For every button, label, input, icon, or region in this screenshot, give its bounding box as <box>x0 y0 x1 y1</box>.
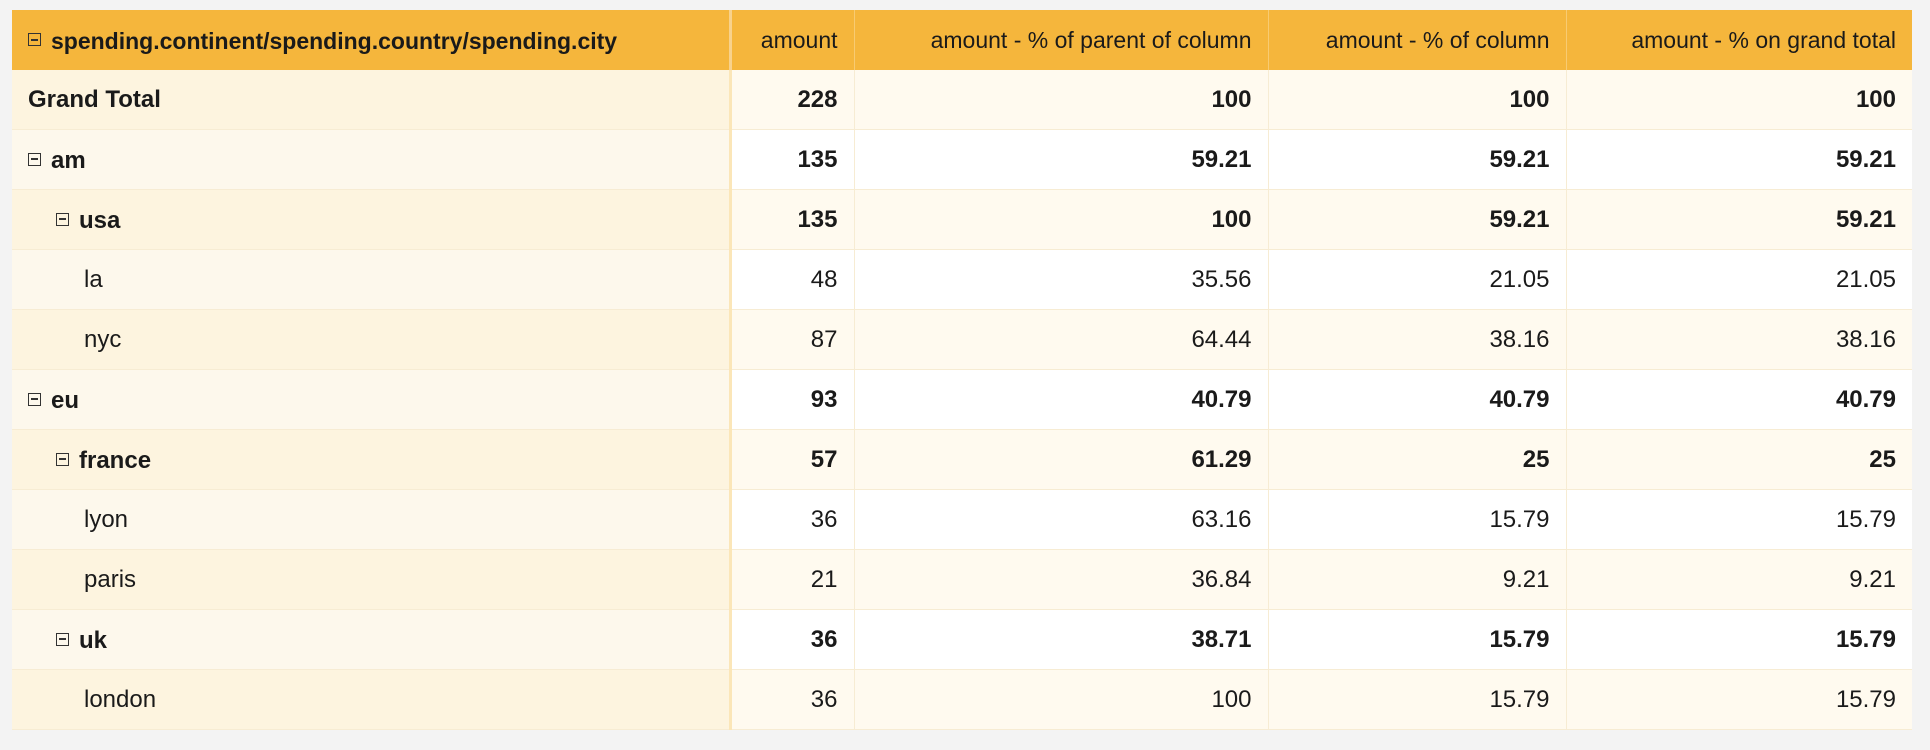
cell-pct-parent: 36.84 <box>854 549 1269 610</box>
column-header-pct-parent[interactable]: amount - % of parent of column <box>854 10 1269 70</box>
row-header-cell[interactable]: uk <box>12 609 732 670</box>
cell-pct-parent: 100 <box>854 70 1269 130</box>
table-row: nyc 87 64.44 38.16 38.16 <box>12 309 1912 370</box>
cell-pct-column: 15.79 <box>1268 609 1567 670</box>
rows-header[interactable]: spending.continent/spending.country/spen… <box>12 10 732 70</box>
cell-amount: 87 <box>730 309 855 370</box>
cell-pct-grand-total: 15.79 <box>1566 489 1912 550</box>
cell-pct-column: 38.16 <box>1268 309 1567 370</box>
row-header-cell: paris <box>12 549 732 610</box>
table-row: france 57 61.29 25 25 <box>12 429 1912 490</box>
cell-amount: 21 <box>730 549 855 610</box>
cell-pct-grand-total: 59.21 <box>1566 129 1912 190</box>
cell-pct-parent: 100 <box>854 669 1269 730</box>
row-header-cell: la <box>12 249 732 310</box>
cell-pct-grand-total: 100 <box>1566 70 1912 130</box>
table-row: paris 21 36.84 9.21 9.21 <box>12 549 1912 610</box>
table-row: la 48 35.56 21.05 21.05 <box>12 249 1912 310</box>
cell-pct-column: 59.21 <box>1268 189 1567 250</box>
pivot-body: Grand Total 228 100 100 100 am 135 59.21 59.21 59… <box>12 70 1912 730</box>
row-header-cell[interactable]: eu <box>12 369 732 430</box>
cell-pct-grand-total: 21.05 <box>1566 249 1912 310</box>
cell-pct-grand-total: 59.21 <box>1566 189 1912 250</box>
row-header-cell: lyon <box>12 489 732 550</box>
collapse-icon[interactable] <box>56 212 69 226</box>
collapse-icon[interactable] <box>56 632 69 646</box>
row-header-cell[interactable]: am <box>12 129 732 190</box>
cell-amount: 135 <box>730 189 855 250</box>
cell-pct-parent: 63.16 <box>854 489 1269 550</box>
pivot-table-container: spending.continent/spending.country/spen… <box>12 10 1912 730</box>
cell-pct-parent: 38.71 <box>854 609 1269 670</box>
table-row: usa 135 100 59.21 59.21 <box>12 189 1912 250</box>
row-header-cell[interactable]: usa <box>12 189 732 250</box>
cell-pct-grand-total: 40.79 <box>1566 369 1912 430</box>
collapse-all-icon[interactable] <box>28 33 41 47</box>
table-row: london 36 100 15.79 15.79 <box>12 669 1912 730</box>
cell-pct-column: 59.21 <box>1268 129 1567 190</box>
cell-amount: 228 <box>730 70 855 130</box>
table-row: eu 93 40.79 40.79 40.79 <box>12 369 1912 430</box>
column-header-amount[interactable]: amount <box>730 10 855 70</box>
row-label: la <box>84 265 103 293</box>
row-label: france <box>79 446 152 474</box>
cell-pct-grand-total: 38.16 <box>1566 309 1912 370</box>
cell-pct-grand-total: 15.79 <box>1566 609 1912 670</box>
table-row: uk 36 38.71 15.79 15.79 <box>12 609 1912 670</box>
cell-amount: 57 <box>730 429 855 490</box>
cell-amount: 93 <box>730 369 855 430</box>
cell-amount: 36 <box>730 489 855 550</box>
row-label: eu <box>51 386 80 414</box>
cell-pct-parent: 59.21 <box>854 129 1269 190</box>
row-header-cell: london <box>12 669 732 730</box>
row-label: am <box>51 146 86 174</box>
cell-pct-column: 40.79 <box>1268 369 1567 430</box>
cell-pct-column: 15.79 <box>1268 489 1567 550</box>
collapse-icon[interactable] <box>56 452 69 466</box>
cell-pct-grand-total: 9.21 <box>1566 549 1912 610</box>
table-row: lyon 36 63.16 15.79 15.79 <box>12 489 1912 550</box>
cell-amount: 36 <box>730 609 855 670</box>
cell-amount: 48 <box>730 249 855 310</box>
row-label: nyc <box>84 325 122 353</box>
cell-pct-column: 9.21 <box>1268 549 1567 610</box>
cell-pct-column: 100 <box>1268 70 1567 130</box>
cell-pct-column: 25 <box>1268 429 1567 490</box>
cell-pct-column: 21.05 <box>1268 249 1567 310</box>
row-header-cell[interactable]: france <box>12 429 732 490</box>
row-label: lyon <box>84 505 129 533</box>
cell-pct-parent: 61.29 <box>854 429 1269 490</box>
table-row: Grand Total 228 100 100 100 <box>12 70 1912 130</box>
row-label: Grand Total <box>28 85 161 113</box>
cell-pct-grand-total: 15.79 <box>1566 669 1912 730</box>
column-header-pct-grand-total[interactable]: amount - % on grand total <box>1566 10 1912 70</box>
pivot-table: spending.continent/spending.country/spen… <box>12 10 1912 730</box>
table-row: am 135 59.21 59.21 59.21 <box>12 129 1912 190</box>
cell-amount: 36 <box>730 669 855 730</box>
cell-pct-column: 15.79 <box>1268 669 1567 730</box>
cell-pct-parent: 64.44 <box>854 309 1269 370</box>
cell-pct-parent: 40.79 <box>854 369 1269 430</box>
row-label: usa <box>79 206 121 234</box>
cell-pct-parent: 100 <box>854 189 1269 250</box>
collapse-icon[interactable] <box>28 392 41 406</box>
row-header-cell: nyc <box>12 309 732 370</box>
cell-amount: 135 <box>730 129 855 190</box>
header-row: spending.continent/spending.country/spen… <box>12 10 1912 70</box>
row-label: london <box>84 685 157 713</box>
rows-header-label: spending.continent/spending.country/spen… <box>51 27 618 54</box>
column-header-pct-column[interactable]: amount - % of column <box>1268 10 1567 70</box>
row-header-cell: Grand Total <box>12 70 732 130</box>
row-label: paris <box>84 565 137 593</box>
cell-pct-grand-total: 25 <box>1566 429 1912 490</box>
row-label: uk <box>79 626 108 654</box>
cell-pct-parent: 35.56 <box>854 249 1269 310</box>
collapse-icon[interactable] <box>28 152 41 166</box>
